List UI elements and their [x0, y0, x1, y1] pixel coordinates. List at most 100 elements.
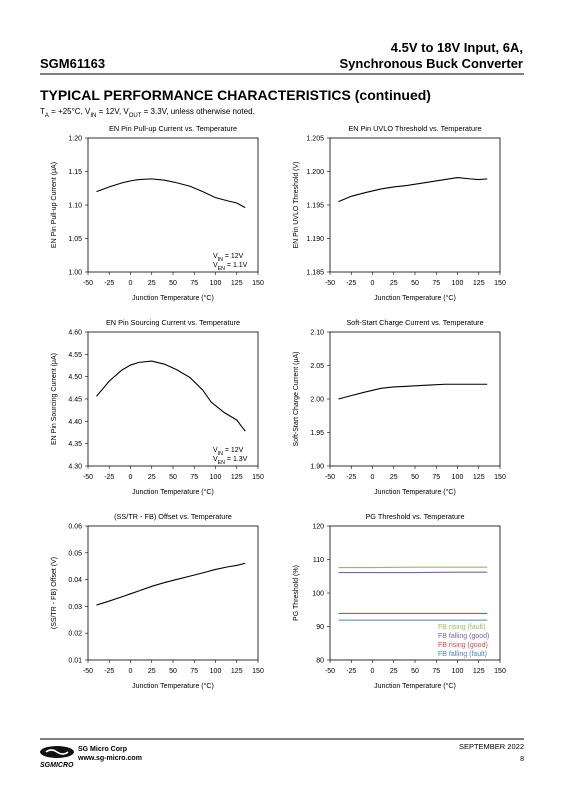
header-title: Synchronous Buck Converter — [340, 56, 524, 71]
y-tick-label: 0.06 — [68, 524, 82, 531]
x-tick-label: 100 — [210, 280, 222, 287]
chart-title: EN Pin Sourcing Current vs. Temperature — [106, 318, 240, 327]
company: SG Micro Corp — [78, 746, 127, 753]
annotation: VIN = 12V — [213, 253, 244, 263]
annotation: VEN = 1.3V — [213, 456, 248, 466]
y-axis-label: EN Pin UVLO Threshold (V) — [293, 161, 300, 248]
x-tick-label: 75 — [190, 668, 198, 675]
y-tick-label: 1.90 — [310, 464, 324, 471]
y-tick-label: 1.00 — [68, 270, 82, 277]
y-tick-label: 4.40 — [68, 419, 82, 426]
x-tick-label: 125 — [231, 668, 243, 675]
data-line — [96, 178, 246, 209]
x-tick-label: -50 — [83, 280, 93, 287]
x-tick-label: 0 — [129, 668, 133, 675]
x-axis-label: Junction Temperature (°C) — [374, 294, 456, 302]
x-tick-label: 75 — [432, 474, 440, 481]
y-tick-label: 1.15 — [68, 169, 82, 176]
x-tick-label: 25 — [390, 474, 398, 481]
logo — [40, 746, 74, 758]
x-tick-label: 25 — [390, 280, 398, 287]
y-axis-label: (SS/TR - FB) Offset (V) — [51, 557, 58, 629]
y-tick-label: 0.03 — [68, 604, 82, 611]
x-tick-label: -25 — [346, 474, 356, 481]
chart-title: EN Pin Pull-up Current vs. Temperature — [109, 124, 237, 133]
data-line — [338, 176, 488, 203]
x-tick-label: 125 — [231, 474, 243, 481]
x-axis-label: Junction Temperature (°C) — [132, 488, 214, 496]
data-line — [338, 383, 488, 400]
x-tick-label: 0 — [371, 280, 375, 287]
x-tick-label: 75 — [432, 280, 440, 287]
x-tick-label: 100 — [452, 668, 464, 675]
x-tick-label: 100 — [210, 668, 222, 675]
y-tick-label: 4.30 — [68, 464, 82, 471]
x-tick-label: 0 — [371, 668, 375, 675]
legend-entry: FB falling (fault) — [438, 651, 487, 658]
text-run: IN — [218, 451, 223, 457]
y-tick-label: 1.20 — [68, 136, 82, 143]
y-axis-label: PG Threshold (%) — [293, 565, 300, 621]
y-axis-label: EN Pin Sourcing Current (μA) — [51, 353, 58, 445]
data-line — [96, 562, 246, 606]
text-run: = +25°C, V — [49, 107, 91, 116]
chart-title: Soft-Start Charge Current vs. Temperatur… — [346, 318, 483, 327]
x-tick-label: -25 — [104, 280, 114, 287]
y-tick-label: 1.195 — [306, 203, 324, 210]
legend-entry: FB rising (good) — [438, 642, 488, 649]
text-run: A — [45, 113, 49, 119]
x-tick-label: -50 — [325, 474, 335, 481]
x-tick-label: -25 — [104, 474, 114, 481]
y-tick-label: 0.05 — [68, 550, 82, 557]
x-tick-label: 150 — [494, 668, 506, 675]
header-title: 4.5V to 18V Input, 6A, — [391, 40, 523, 55]
y-tick-label: 4.55 — [68, 352, 82, 359]
text-run: T — [40, 107, 45, 116]
x-tick-label: 150 — [494, 474, 506, 481]
x-tick-label: -25 — [346, 668, 356, 675]
text-run: EN — [218, 460, 226, 466]
x-tick-label: -50 — [83, 474, 93, 481]
x-tick-label: 150 — [252, 668, 264, 675]
x-tick-label: 125 — [473, 474, 485, 481]
y-tick-label: 4.60 — [68, 330, 82, 337]
part-number: SGM61163 — [40, 56, 105, 71]
y-tick-label: 4.50 — [68, 374, 82, 381]
annotation: VEN = 1.1V — [213, 262, 248, 272]
x-tick-label: -50 — [325, 668, 335, 675]
text-run: EN — [218, 266, 226, 272]
y-tick-label: 2.10 — [310, 330, 324, 337]
chart-title: EN Pin UVLO Threshold vs. Temperature — [348, 124, 481, 133]
section-title: TYPICAL PERFORMANCE CHARACTERISTICS (con… — [40, 87, 431, 103]
text-run: = 12V — [223, 253, 244, 260]
y-tick-label: 80 — [316, 658, 324, 665]
x-tick-label: 0 — [371, 474, 375, 481]
y-tick-label: 1.95 — [310, 430, 324, 437]
x-tick-label: 25 — [148, 474, 156, 481]
y-tick-label: 1.10 — [68, 203, 82, 210]
x-tick-label: -50 — [83, 668, 93, 675]
x-tick-label: 150 — [494, 280, 506, 287]
y-tick-label: 2.00 — [310, 397, 324, 404]
y-tick-label: 0.01 — [68, 658, 82, 665]
x-axis-label: Junction Temperature (°C) — [374, 682, 456, 690]
conditions: TA = +25°C, VIN = 12V, VOUT = 3.3V, unle… — [40, 107, 255, 119]
x-tick-label: 150 — [252, 474, 264, 481]
x-tick-label: 125 — [473, 280, 485, 287]
x-tick-label: 75 — [190, 280, 198, 287]
date: SEPTEMBER 2022 — [459, 742, 524, 751]
y-tick-label: 1.05 — [68, 236, 82, 243]
x-tick-label: 100 — [452, 280, 464, 287]
x-tick-label: 125 — [473, 668, 485, 675]
x-tick-label: 50 — [411, 280, 419, 287]
x-tick-label: 25 — [148, 668, 156, 675]
x-tick-label: 50 — [169, 474, 177, 481]
y-tick-label: 0.02 — [68, 631, 82, 638]
text-run: = 1.1V — [225, 262, 248, 269]
x-tick-label: 0 — [129, 280, 133, 287]
y-tick-label: 100 — [312, 591, 324, 598]
x-axis-label: Junction Temperature (°C) — [132, 682, 214, 690]
text-run: = 12V, V — [96, 107, 129, 116]
data-line — [96, 360, 246, 432]
text-run: OUT — [129, 113, 142, 119]
